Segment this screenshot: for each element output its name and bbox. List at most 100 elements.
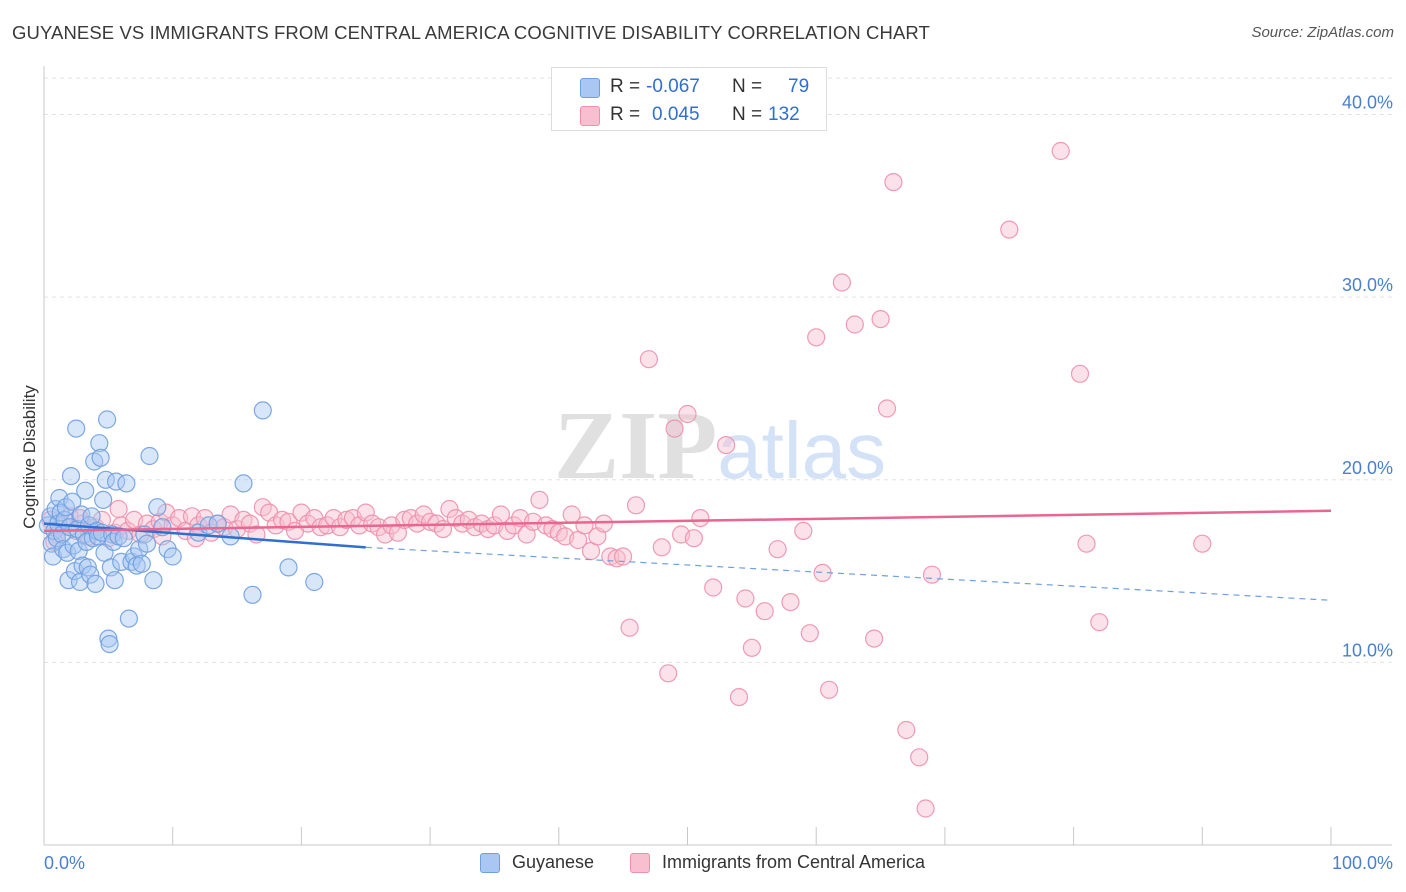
y-tick-label-1: 20.0% xyxy=(1342,458,1393,478)
guyanese-point-30 xyxy=(78,558,97,577)
immigrants-point-113 xyxy=(832,273,852,292)
guyanese-point-36 xyxy=(86,574,105,594)
legend-r-label: R = xyxy=(610,104,641,125)
legend-r-label: R = xyxy=(610,76,641,97)
immigrants-point-88 xyxy=(607,549,626,568)
guyanese-point-40 xyxy=(91,448,110,467)
immigrants-point-92 xyxy=(639,350,659,369)
guyanese-point-46 xyxy=(99,629,118,648)
immigrants-point-72 xyxy=(504,516,523,535)
immigrants-point-110 xyxy=(807,328,826,347)
immigrants-point-93 xyxy=(652,538,671,557)
tick-labels: 10.0% 20.0% 30.0% 40.0% 0.0% 100.0% xyxy=(44,93,1393,873)
immigrants-point-112 xyxy=(819,680,839,699)
immigrants-point-121 xyxy=(916,799,935,818)
guyanese-point-47 xyxy=(100,634,119,654)
watermark-atlas: atlas xyxy=(717,406,886,495)
watermark-zip: ZIP xyxy=(554,392,717,500)
immigrants-point-119 xyxy=(897,720,916,740)
immigrants-point-104 xyxy=(742,638,762,657)
guyanese-point-73 xyxy=(208,514,227,533)
immigrants-point-118 xyxy=(884,173,903,192)
y-tick-label-0: 10.0% xyxy=(1342,640,1393,660)
legend-n-value: 79 xyxy=(788,76,810,97)
trend-lines xyxy=(43,509,1332,601)
guyanese-point-15 xyxy=(59,571,78,590)
x-tick-label-1: 100.0% xyxy=(1332,853,1393,873)
immigrants-point-100 xyxy=(704,578,723,597)
immigrants-trend-line xyxy=(43,509,1332,533)
immigrants-point-94 xyxy=(659,664,678,683)
legend-n-label: N = xyxy=(732,76,763,97)
bottom-legend-immigrants-label: Immigrants from Central America xyxy=(662,852,926,872)
immigrants-point-120 xyxy=(910,748,929,767)
immigrants-point-76 xyxy=(530,490,549,509)
guyanese-point-62 xyxy=(132,554,151,573)
guyanese-point-32 xyxy=(81,565,100,584)
immigrants-point-109 xyxy=(800,624,819,643)
guyanese-point-42 xyxy=(94,490,113,509)
guyanese-point-67 xyxy=(148,498,167,517)
bottom-legend-guyanese-label: Guyanese xyxy=(512,852,595,872)
immigrants-point-125 xyxy=(1070,364,1090,383)
swatch-guyanese xyxy=(480,853,500,873)
immigrants-point-114 xyxy=(845,315,864,334)
immigrants-point-90 xyxy=(620,618,639,637)
guyanese-trend-line xyxy=(43,522,366,549)
legend-box: R = -0.067 N = 79 R = 0.045 N = 132 xyxy=(551,67,827,131)
guyanese-point-70 xyxy=(163,547,182,566)
guyanese-point-78 xyxy=(279,558,298,577)
immigrants-point-116 xyxy=(871,310,890,329)
guyanese-point-75 xyxy=(234,474,253,493)
immigrants-point-58 xyxy=(414,505,433,524)
guyanese-point-76 xyxy=(243,585,262,604)
y-axis-label: Cognitive Disability xyxy=(20,385,39,529)
immigrants-point-127 xyxy=(1090,613,1109,632)
guyanese-point-17 xyxy=(61,467,81,486)
legend-swatch-guyanese xyxy=(580,78,600,98)
immigrants-point-108 xyxy=(794,521,813,541)
bottom-legend: Guyanese Immigrants from Central America xyxy=(0,850,1406,880)
immigrants-point-99 xyxy=(691,508,710,528)
immigrants-point-87 xyxy=(601,547,620,566)
guyanese-point-45 xyxy=(97,410,117,429)
immigrants-point-126 xyxy=(1077,534,1096,553)
guyanese-point-23 xyxy=(69,541,88,561)
immigrants-point-101 xyxy=(716,436,736,455)
guyanese-point-56 xyxy=(117,474,136,493)
chart-title: GUYANESE VS IMMIGRANTS FROM CENTRAL AMER… xyxy=(12,22,930,43)
immigrants-point-115 xyxy=(864,629,884,648)
guyanese-point-21 xyxy=(67,419,86,438)
legend-r-value: 0.045 xyxy=(652,104,700,125)
grid-lines xyxy=(44,77,1392,663)
guyanese-point-77 xyxy=(253,401,272,420)
immigrants-point-91 xyxy=(626,496,646,515)
swatch-immigrants xyxy=(630,853,650,873)
immigrants-point-95 xyxy=(665,419,684,438)
x-tick-label-0: 0.0% xyxy=(44,853,85,873)
guyanese-trend-extension xyxy=(365,546,1332,601)
guyanese-point-57 xyxy=(119,609,138,628)
guyanese-point-66 xyxy=(144,571,163,590)
guyanese-point-51 xyxy=(105,571,124,590)
immigrants-point-97 xyxy=(678,404,697,424)
y-tick-label-2: 30.0% xyxy=(1342,275,1393,295)
guyanese-point-18 xyxy=(63,492,82,511)
immigrants-point-123 xyxy=(1000,220,1019,239)
guyanese-point-72 xyxy=(199,516,218,535)
guyanese-point-39 xyxy=(90,434,109,453)
immigrants-point-86 xyxy=(594,514,613,533)
guyanese-point-14 xyxy=(58,543,77,562)
legend-n-label: N = xyxy=(732,104,763,125)
immigrants-point-128 xyxy=(1193,534,1212,553)
guyanese-point-64 xyxy=(137,534,157,553)
guyanese-point-28 xyxy=(76,481,95,500)
immigrants-point-62 xyxy=(440,499,459,519)
immigrants-point-122 xyxy=(922,565,942,584)
guyanese-point-65 xyxy=(140,446,159,466)
immigrants-point-98 xyxy=(684,529,704,548)
immigrants-point-103 xyxy=(736,589,755,608)
immigrants-point-124 xyxy=(1051,141,1070,161)
legend-swatch-immigrants xyxy=(580,106,600,126)
